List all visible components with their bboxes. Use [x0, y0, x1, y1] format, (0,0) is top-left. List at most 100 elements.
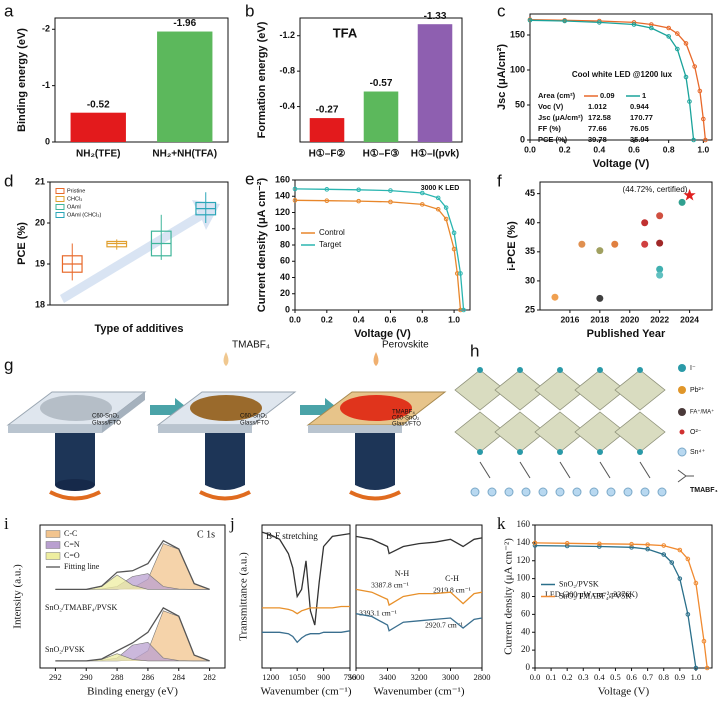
y-tick-label: 0 — [285, 304, 290, 314]
x-axis-label: Wavenumber (cm⁻¹) — [261, 686, 352, 698]
point — [704, 665, 710, 671]
x-tick-label: 3000 — [442, 672, 459, 682]
annotation: 3387.8 cm⁻¹ — [371, 581, 409, 590]
x-tick-label: 286 — [142, 672, 155, 682]
table-cell: 1.012 — [588, 102, 607, 111]
x-axis-label: Voltage (V) — [354, 328, 411, 340]
series-line — [355, 535, 483, 555]
annotation: 3000 K LED — [421, 185, 460, 192]
legend-label: C=O — [64, 551, 80, 560]
point — [703, 137, 708, 143]
point — [629, 541, 634, 547]
panel-letter: j — [229, 514, 235, 533]
spin-chuck — [355, 430, 395, 490]
layer-label: TMABF₄ — [392, 410, 415, 416]
legend-swatch — [45, 552, 61, 560]
legend-label: SnO₂/TMABF₄/PVSK — [559, 591, 631, 600]
chart: d 18 19 20 21 PCE (%) Type of additives Pristin… — [4, 171, 229, 335]
x-tick-label: 0.4 — [594, 672, 605, 682]
value-label: -1.33 — [424, 11, 447, 22]
box — [106, 240, 128, 248]
y-tick-label: 19 — [35, 258, 45, 268]
substrate-side — [102, 392, 145, 433]
y-tick-label: 35 — [525, 246, 535, 256]
y-tick-label: 80 — [280, 239, 290, 249]
plot-frame — [49, 181, 229, 306]
x-tick-label: H①–F③ — [363, 149, 400, 160]
x-tick-label: 1.0 — [697, 144, 709, 154]
iodide-atoms — [477, 367, 643, 455]
panel-letter: e — [245, 169, 254, 188]
y-tick-label: 50 — [515, 99, 525, 109]
y-axis-label: i-PCE (%) — [506, 221, 518, 271]
legend-label: 0.09 — [600, 91, 615, 100]
point — [451, 246, 457, 252]
point — [596, 247, 604, 255]
rotation-arrow — [349, 490, 401, 501]
table-label: PCE (%) — [538, 135, 568, 144]
y-tick-label: 120 — [517, 555, 531, 565]
point — [687, 99, 692, 104]
legend-swatch — [55, 204, 65, 210]
molecules — [479, 461, 651, 479]
point — [611, 240, 619, 248]
point — [532, 540, 538, 546]
point — [461, 307, 466, 313]
legend-swatch — [55, 212, 65, 218]
point — [656, 212, 664, 220]
point — [631, 22, 637, 27]
y-axis-label: Current density (μA cm⁻²) — [503, 538, 515, 655]
bar — [70, 112, 126, 142]
point — [388, 188, 393, 193]
point — [666, 25, 671, 31]
x-tick-label: 0.8 — [663, 144, 675, 154]
x-tick-label: 282 — [203, 672, 216, 682]
y-tick-label: 120 — [275, 207, 290, 217]
point — [675, 46, 680, 52]
x-axis-label: Voltage (V) — [598, 686, 650, 698]
legend-label: 1 — [642, 91, 646, 100]
y-tick-label: 100 — [517, 573, 531, 583]
y-tick-label: -0.8 — [279, 66, 295, 76]
film — [340, 395, 412, 421]
point — [324, 198, 330, 204]
x-tick-label: 0.3 — [578, 672, 589, 682]
point — [641, 219, 649, 227]
legend-label: I⁻ — [690, 365, 696, 372]
point — [701, 638, 707, 644]
chart-title: TFA — [333, 25, 358, 40]
point — [356, 198, 361, 204]
series-line — [529, 18, 707, 141]
chart: k 0 20 40 60 80 100 120 140 160 0.0 0.1 0.2 0.3 0.4 0.5… — [497, 514, 713, 698]
point — [443, 205, 449, 210]
panel-letter: a — [4, 1, 14, 20]
bar — [157, 31, 213, 142]
x-axis-label: Binding energy (eV) — [87, 686, 178, 698]
table-cell: 76.05 — [630, 124, 649, 133]
layer-label: Glass/FTO — [92, 421, 121, 427]
chart: 3600 3400 3200 3000 2800 Wavenumber (cm⁻¹) N-H… — [348, 524, 491, 698]
chart: c 0 50 100 150 0.0 0.2 0.4 0.6 0.8 1.0 Jsc (μA/cm²)… — [496, 1, 713, 170]
annotation: LED (300 μW cm⁻², 3376K) — [545, 590, 638, 599]
value-label: -0.27 — [316, 105, 339, 116]
point — [435, 195, 441, 201]
x-tick-label: 0.0 — [289, 314, 301, 324]
rotation-arrow — [199, 490, 251, 501]
y-tick-label: 20 — [280, 288, 290, 298]
x-tick-label: 1.0 — [448, 314, 460, 324]
value-label: -1.96 — [173, 18, 196, 29]
point — [661, 543, 667, 548]
y-tick-label: 40 — [525, 217, 535, 227]
series-line — [534, 542, 708, 669]
table-cell: 170.77 — [630, 113, 653, 122]
point — [562, 18, 567, 24]
x-tick-label: 0.8 — [658, 672, 669, 682]
x-tick-label: 3600 — [348, 672, 365, 682]
y-axis-label: Current density (μA cm⁻²) — [256, 177, 268, 312]
y-tick-label: 40 — [280, 272, 290, 282]
legend-label: Pb²⁺ — [690, 387, 705, 394]
point — [596, 294, 604, 302]
y-axis-label: Formation energy (eV) — [256, 21, 268, 138]
point — [661, 552, 667, 557]
table-cell: 0.944 — [630, 102, 650, 111]
